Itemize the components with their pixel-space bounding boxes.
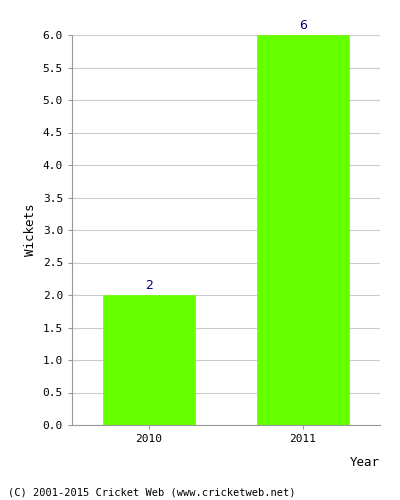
Text: Year: Year: [350, 456, 380, 469]
Text: 6: 6: [299, 18, 307, 32]
Bar: [257, 35, 349, 425]
Text: (C) 2001-2015 Cricket Web (www.cricketweb.net): (C) 2001-2015 Cricket Web (www.cricketwe…: [8, 488, 296, 498]
Bar: [103, 295, 195, 425]
Text: 2: 2: [145, 279, 153, 292]
Y-axis label: Wickets: Wickets: [24, 204, 37, 256]
